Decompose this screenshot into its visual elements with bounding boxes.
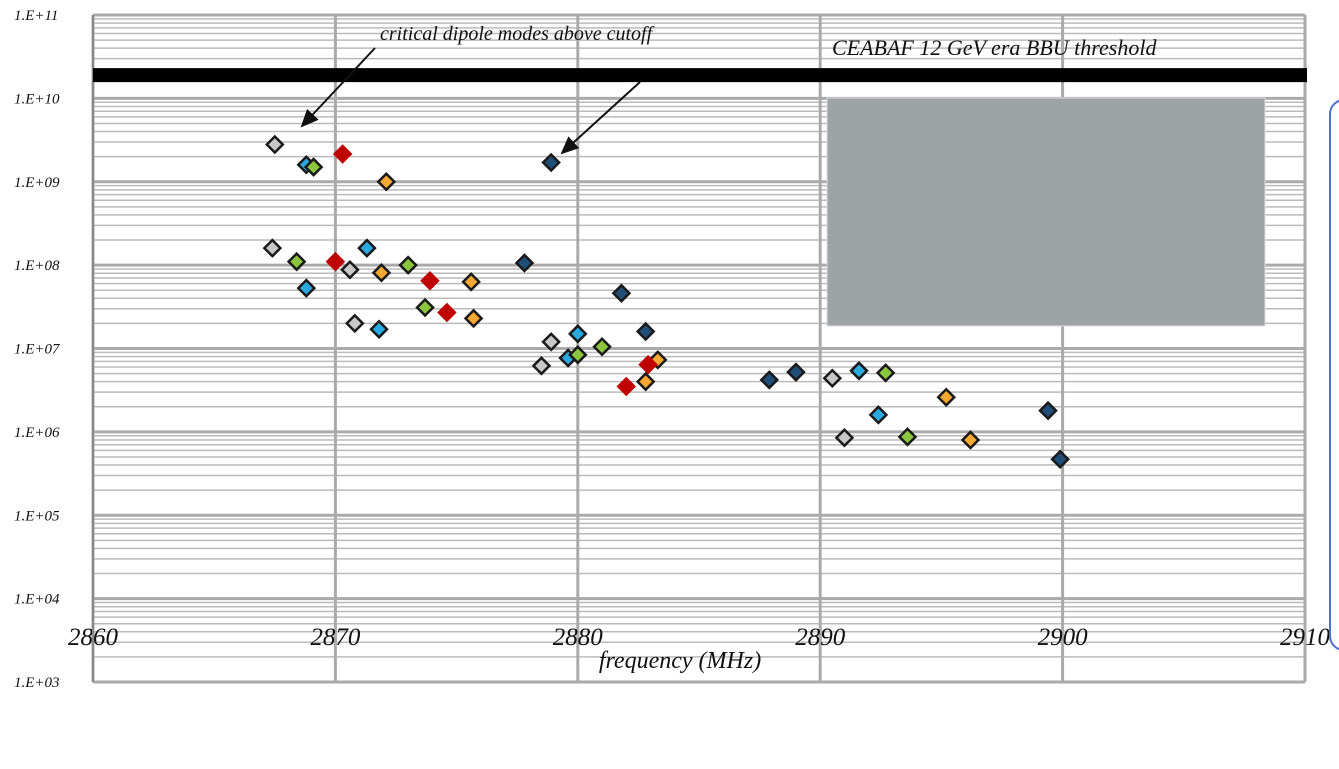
data-point bbox=[265, 134, 285, 155]
data-point bbox=[420, 270, 440, 291]
data-point bbox=[398, 255, 418, 275]
data-point bbox=[638, 354, 658, 375]
data-point bbox=[616, 376, 637, 397]
data-point bbox=[332, 144, 353, 164]
data-point bbox=[786, 362, 806, 382]
data-point bbox=[357, 238, 377, 258]
data-point bbox=[897, 427, 918, 447]
data-point bbox=[461, 272, 481, 292]
data-point bbox=[592, 336, 612, 357]
y-tick-label: 1.E+06 bbox=[14, 425, 60, 441]
y-tick-label: 1.E+05 bbox=[14, 508, 60, 524]
side-box bbox=[1329, 99, 1339, 651]
data-point bbox=[822, 368, 843, 388]
data-point bbox=[635, 321, 656, 342]
data-point bbox=[868, 405, 889, 425]
data-point bbox=[541, 152, 561, 173]
y-tick-label: 1.E+04 bbox=[14, 592, 60, 608]
data-point bbox=[340, 259, 360, 280]
data-point bbox=[531, 356, 552, 376]
data-point bbox=[415, 297, 435, 318]
x-tick-label: 2900 bbox=[1038, 624, 1089, 651]
data-point bbox=[635, 371, 656, 392]
marks bbox=[262, 134, 1070, 469]
data-point bbox=[514, 253, 535, 273]
y-tick-label: 1.E+10 bbox=[14, 91, 60, 107]
data-point bbox=[568, 345, 588, 365]
x-axis-label: frequency (MHz) bbox=[599, 648, 761, 674]
photo-frame bbox=[826, 97, 1266, 327]
y-tick-label: 1.E+11 bbox=[14, 8, 58, 24]
data-point bbox=[463, 308, 484, 329]
y-tick-label: 1.E+07 bbox=[14, 342, 61, 358]
data-point bbox=[875, 363, 896, 383]
data-point bbox=[834, 427, 855, 448]
data-point bbox=[325, 251, 346, 272]
data-point bbox=[376, 171, 397, 192]
y-tick-label: 1.E+09 bbox=[14, 175, 60, 191]
data-point bbox=[345, 313, 365, 334]
data-point bbox=[936, 387, 957, 408]
x-tick-label: 2910 bbox=[1280, 624, 1331, 651]
arrow bbox=[300, 47, 376, 128]
x-tick-label: 2890 bbox=[795, 624, 846, 651]
data-point bbox=[960, 430, 981, 450]
y-tick-label: 1.E+03 bbox=[14, 675, 60, 691]
data-point bbox=[296, 278, 317, 298]
cavity-photo bbox=[827, 98, 1265, 326]
arrow bbox=[560, 81, 641, 155]
data-point bbox=[541, 332, 561, 352]
annotation: CEABAF 12 GeV era BBU threshold bbox=[832, 35, 1157, 60]
data-point bbox=[369, 319, 389, 340]
data-point bbox=[286, 251, 307, 272]
data-point bbox=[303, 157, 324, 177]
data-point bbox=[611, 283, 632, 304]
data-point bbox=[568, 324, 588, 344]
data-point bbox=[371, 262, 392, 283]
x-tick-label: 2880 bbox=[553, 624, 604, 651]
data-point bbox=[1050, 449, 1070, 469]
data-point bbox=[1038, 400, 1058, 421]
data-point bbox=[262, 238, 283, 258]
annotation: critical dipole modes above cutoff bbox=[380, 23, 655, 45]
x-tick-label: 2870 bbox=[310, 624, 361, 651]
data-point bbox=[437, 302, 457, 323]
y-tick-label: 1.E+08 bbox=[14, 258, 60, 274]
data-point bbox=[849, 361, 869, 381]
data-point bbox=[759, 370, 780, 390]
